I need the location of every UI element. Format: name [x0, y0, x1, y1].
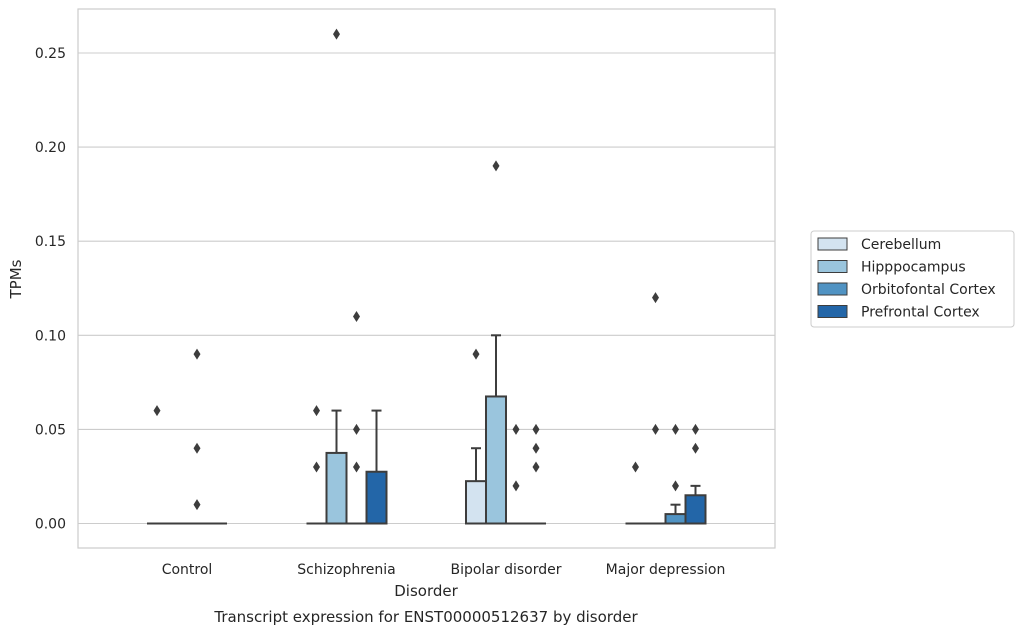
y-tick-label: 0.05	[35, 422, 66, 438]
x-tick-label: Control	[162, 562, 213, 578]
legend-frame	[810, 230, 1015, 328]
outlier-point	[532, 423, 540, 435]
box-hipppocampus	[485, 160, 507, 525]
y-tick-label: 0.15	[35, 234, 66, 250]
grid-lines	[78, 52, 775, 525]
box-hipppocampus	[325, 28, 348, 525]
box-body	[684, 494, 707, 525]
legend-swatch	[817, 237, 848, 251]
x-axis-label: Disorder	[394, 582, 458, 600]
outlier-point	[632, 461, 639, 473]
outlier-point	[652, 292, 659, 304]
legend-label: Orbitofontal Cortex	[861, 282, 996, 298]
y-tick-label: 0.25	[35, 46, 66, 62]
outlier-point	[193, 499, 201, 511]
outlier-point	[672, 480, 679, 492]
outlier-point	[472, 348, 480, 360]
outlier-point	[193, 442, 201, 454]
outlier-point	[532, 442, 540, 454]
box-orbitofontal-cortex	[346, 310, 367, 525]
outlier-point	[333, 28, 340, 40]
outlier-point	[652, 423, 659, 435]
x-axis-ticks: Control Schizophrenia Bipolar disorder Majo…	[162, 562, 726, 578]
y-tick-label: 0.00	[35, 517, 66, 533]
y-axis-ticks: 0.00 0.05 0.10 0.15 0.20 0.25	[35, 46, 66, 533]
legend-swatch	[817, 282, 848, 296]
outlier-point	[313, 405, 320, 417]
box-body	[325, 451, 348, 525]
outlier-point	[353, 310, 360, 322]
legend: Cerebellum Hipppocampus Orbitofontal Corte…	[810, 230, 1015, 328]
legend-swatch	[817, 305, 848, 318]
y-tick-label: 0.10	[35, 328, 66, 344]
plot-area	[147, 28, 707, 525]
outlier-point	[153, 405, 161, 417]
box-prefrontal-cortex	[684, 423, 707, 525]
outlier-point	[532, 461, 540, 473]
outlier-point	[512, 480, 520, 492]
plot-frame	[77, 8, 776, 549]
outlier-point	[492, 160, 500, 172]
outlier-point	[672, 423, 679, 435]
x-tick-label: Major depression	[606, 562, 726, 578]
box-cerebellum	[465, 348, 487, 525]
box-cerebellum	[625, 461, 646, 525]
y-axis-label: TPMs	[7, 259, 25, 299]
outlier-point	[692, 442, 699, 454]
box-body	[485, 395, 507, 525]
x-tick-label: Schizophrenia	[297, 562, 395, 578]
y-tick-label: 0.20	[35, 140, 66, 156]
box-body	[664, 513, 687, 525]
box-prefrontal-cortex	[526, 423, 546, 525]
box-body	[465, 480, 487, 525]
outlier-point	[193, 348, 201, 360]
box-hipppocampus	[645, 292, 666, 525]
box-cerebellum	[147, 405, 167, 525]
box-body	[365, 470, 388, 525]
x-tick-label: Bipolar disorder	[450, 562, 561, 578]
box-prefrontal-cortex	[365, 409, 388, 525]
box-orbitofontal-cortex	[187, 348, 207, 525]
outlier-point	[353, 423, 360, 435]
chart-caption: Transcript expression for ENST0000051263…	[213, 608, 638, 626]
outlier-point	[512, 423, 520, 435]
legend-label: Prefrontal Cortex	[861, 305, 980, 321]
legend-label: Hipppocampus	[861, 260, 966, 276]
outlier-point	[313, 461, 320, 473]
outlier-point	[692, 423, 699, 435]
legend-label: Cerebellum	[861, 237, 941, 253]
box-orbitofontal-cortex	[664, 423, 687, 525]
box-cerebellum	[306, 405, 327, 525]
box-orbitofontal-cortex	[506, 423, 526, 525]
legend-swatch	[817, 260, 848, 273]
outlier-point	[353, 461, 360, 473]
